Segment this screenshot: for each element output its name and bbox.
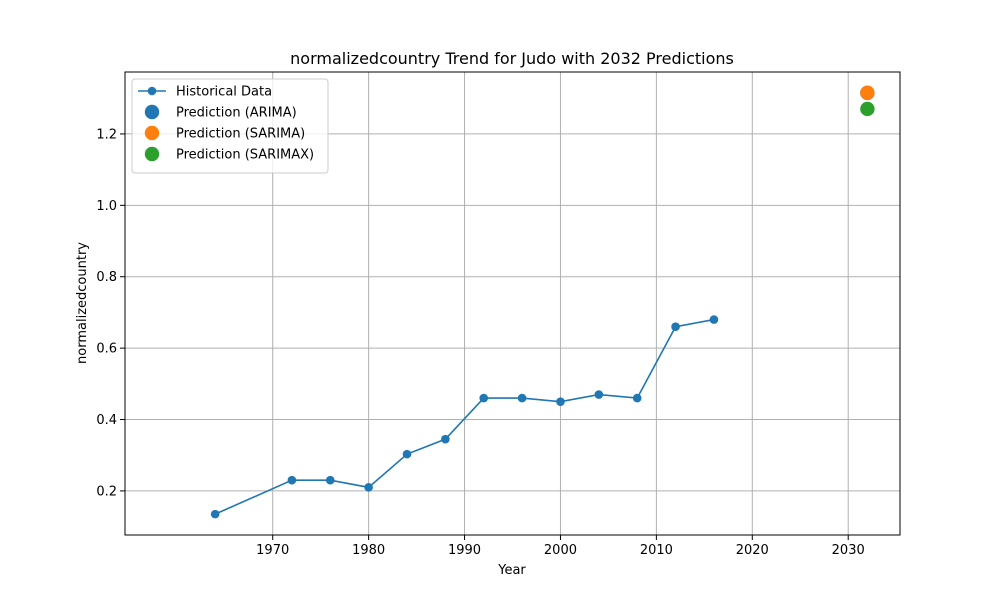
x-tick-label: 2000: [544, 543, 577, 558]
historical-data-point: [671, 322, 680, 332]
x-axis-title: Year: [497, 563, 526, 578]
historical-data-point: [210, 509, 220, 519]
legend-marker: [144, 146, 160, 162]
historical-data-point: [441, 434, 450, 444]
historical-data-point: [325, 475, 335, 485]
grid: [125, 72, 900, 535]
y-tick-label: 1.0: [96, 199, 117, 214]
historical-data-point: [479, 393, 489, 403]
plot-series: [210, 85, 875, 519]
legend-marker: [147, 86, 157, 96]
legend-box: [131, 78, 329, 174]
legend-marker: [144, 125, 160, 141]
historical-data-point: [632, 393, 642, 403]
historical-data-point: [594, 390, 604, 399]
legend-label: Historical Data: [176, 85, 272, 100]
y-tick-label: 0.4: [96, 413, 117, 428]
prediction-sarima-point: [860, 85, 875, 101]
historical-data-point: [556, 397, 565, 406]
chart-title: normalizedcountry Trend for Judo with 20…: [290, 49, 734, 68]
legend-label: Prediction (ARIMA): [176, 106, 297, 121]
x-tick-label: 1970: [256, 543, 289, 558]
y-tick-label: 0.2: [96, 484, 117, 499]
x-tick-label: 2020: [736, 543, 769, 558]
historical-data-point: [364, 483, 373, 492]
historical-data-point: [709, 315, 719, 324]
y-tick-label: 0.8: [96, 270, 117, 285]
historical-data-point: [402, 449, 412, 459]
x-tick-label: 2030: [832, 543, 865, 558]
y-tick-label: 0.6: [96, 342, 117, 357]
prediction-sarimax-point: [860, 101, 875, 117]
historical-data-point: [287, 475, 297, 485]
legend-label: Prediction (SARIMAX): [176, 148, 314, 163]
x-tick-label: 1990: [448, 543, 481, 558]
axis-ticks: 1970 1980 1990 2000 2010 2020 2030 0.2 0.4 0.6 0.8…: [96, 127, 864, 558]
legend-marker: [144, 104, 160, 120]
x-tick-label: 1980: [352, 543, 385, 558]
y-tick-label: 1.2: [96, 127, 117, 142]
legend: Historical Data Prediction (ARIMA) Predict…: [131, 78, 329, 174]
y-axis-title: normalizedcountry: [75, 242, 90, 364]
legend-label: Prediction (SARIMA): [176, 127, 305, 142]
historical-data-point: [517, 393, 527, 403]
plot-frame: [124, 71, 901, 536]
x-tick-label: 2010: [640, 543, 673, 558]
